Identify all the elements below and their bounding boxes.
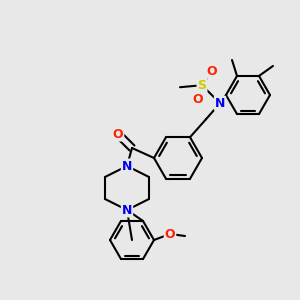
Text: N: N: [122, 160, 132, 172]
Text: O: O: [113, 128, 123, 140]
Text: N: N: [215, 97, 225, 110]
Text: O: O: [207, 65, 217, 78]
Text: O: O: [193, 93, 203, 106]
Text: N: N: [122, 203, 132, 217]
Text: O: O: [165, 227, 175, 241]
Text: S: S: [197, 79, 206, 92]
